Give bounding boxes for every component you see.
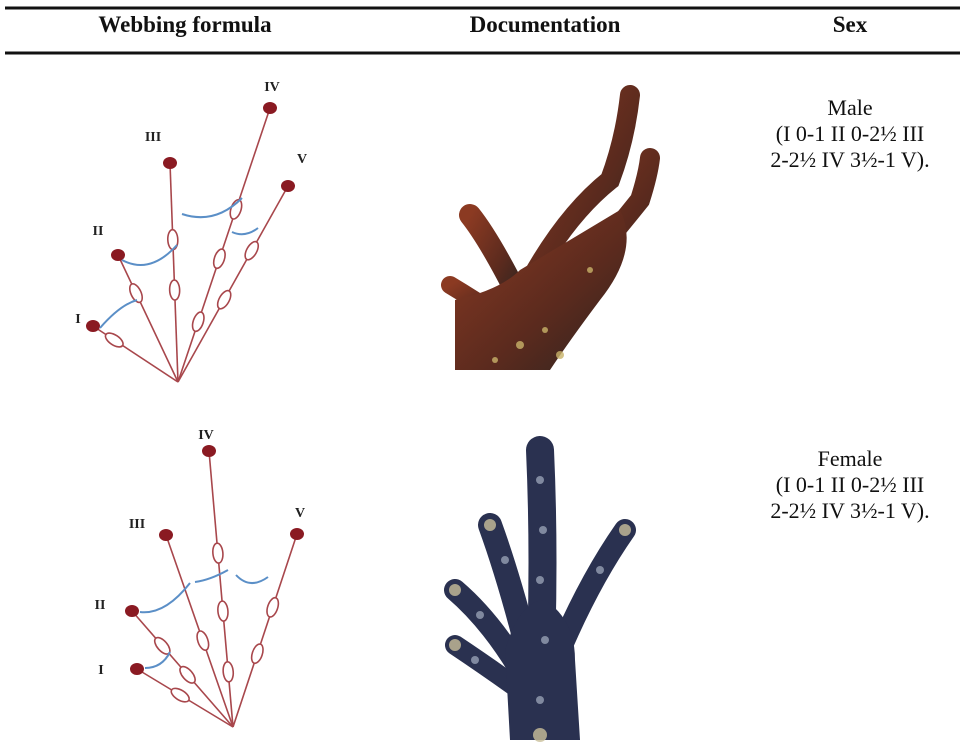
phalanx — [242, 240, 261, 262]
webbing — [140, 583, 190, 612]
toe-tip — [111, 249, 125, 261]
phalanx — [217, 601, 229, 622]
sex-cell: Male (I 0-1 II 0-2½ III 2-2½ IV 3½-1 V). — [765, 95, 935, 173]
phalanx — [195, 630, 211, 652]
sex: Male — [765, 95, 935, 121]
diag-label: I — [75, 312, 80, 327]
toe-tip — [263, 102, 277, 114]
toe-tip — [130, 663, 144, 675]
phalanx — [212, 543, 224, 564]
phalanx — [211, 248, 227, 270]
sex: Female — [765, 446, 935, 472]
photo-male — [450, 95, 650, 370]
toe-line — [209, 451, 233, 727]
page: IIIIIIIVVIIIIIIIVV Webbing formula Docum… — [0, 0, 965, 751]
toe-line — [170, 163, 178, 382]
webbing — [195, 570, 228, 582]
diag-label: V — [297, 152, 307, 167]
phalanx — [169, 280, 180, 300]
diag-label: I — [98, 663, 103, 678]
phalanx — [228, 198, 244, 220]
toe-tip — [281, 180, 295, 192]
diag-label: II — [95, 598, 106, 613]
toe-tip — [202, 445, 216, 457]
toe-tip — [290, 528, 304, 540]
formula: (I 0-1 II 0-2½ III 2-2½ IV 3½-1 V). — [765, 472, 935, 524]
webbing — [236, 575, 268, 583]
photo-female — [449, 450, 631, 742]
webbing — [232, 228, 258, 234]
webbing — [100, 300, 137, 328]
phalanx — [249, 643, 265, 665]
diag-label: III — [145, 130, 161, 145]
header-cell: Sex — [760, 12, 940, 38]
diag-label: II — [93, 224, 104, 239]
sex-cell: Female (I 0-1 II 0-2½ III 2-2½ IV 3½-1 V… — [765, 446, 935, 524]
diag-label: IV — [198, 428, 214, 443]
toe-line — [233, 534, 297, 727]
phalanx — [222, 661, 234, 682]
toe-tip — [159, 529, 173, 541]
header-cell: Documentation — [400, 12, 690, 38]
phalanx — [190, 311, 206, 333]
diag-label: V — [295, 506, 305, 521]
formula: (I 0-1 II 0-2½ III 2-2½ IV 3½-1 V). — [765, 121, 935, 173]
phalanx — [169, 686, 191, 705]
phalanx — [265, 596, 281, 618]
diag-label: III — [129, 517, 145, 532]
toe-tip — [86, 320, 100, 332]
webbing — [122, 245, 177, 265]
phalanx — [215, 289, 234, 311]
diag-label: IV — [264, 80, 280, 95]
toe-tip — [163, 157, 177, 169]
phalanx — [103, 330, 125, 349]
phalanx — [177, 664, 198, 686]
header-cell: Webbing formula — [40, 12, 330, 38]
toe-tip — [125, 605, 139, 617]
